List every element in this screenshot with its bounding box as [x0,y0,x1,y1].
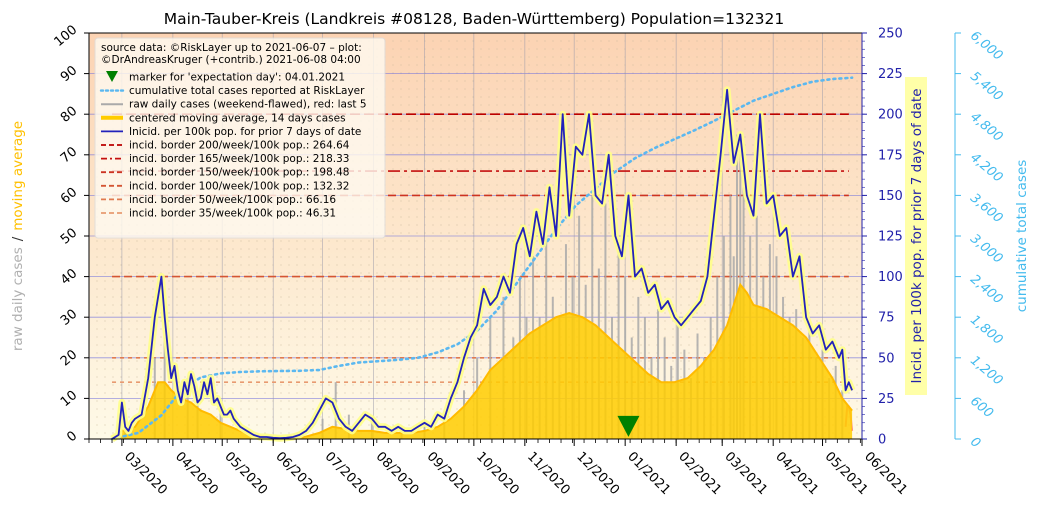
left-axis-label-raw: raw daily cases [10,247,26,351]
x-tick-label: 05/2020 [221,449,270,498]
legend: source data: ©RiskLayer up to 2021-06-07… [94,37,386,239]
x-tick-label: 11/2020 [524,449,573,498]
left-axis-label-ma: moving average [10,121,26,231]
x-tick-label: 03/2020 [121,449,170,498]
legend-entry-label: Inicid. per 100k pop. for prior 7 days o… [129,126,361,138]
right-tick-label: 25 [878,392,895,407]
left-tick-label: 50 [58,225,80,247]
right-tick-label: 250 [878,27,903,42]
left-tick-label: 40 [58,266,80,288]
far-right-tick-label: 1,800 [967,313,1005,348]
far-right-axis: 0 600 1,200 1,800 2,400 3,000 3,600 4,200 4,800 5… [954,28,1005,451]
x-tick-label: 10/2020 [473,449,522,498]
expectation-triangle [617,415,640,437]
svg-text:raw daily cases/moving average: raw daily cases / moving average [10,121,26,351]
expectation-marker [617,415,640,437]
incidence-line [110,86,856,442]
x-tick-label: 09/2020 [424,449,473,498]
far-right-tick-label: 5,400 [967,69,1005,104]
x-tick-label: 04/2021 [772,449,821,498]
legend-entry-label: incid. border 150/week/100k pop.: 198.48 [129,167,349,179]
legend-entry-label: incid. border 200/week/100k pop.: 264.64 [129,140,350,152]
left-tick-label: 30 [58,307,80,329]
left-axis: 0 10 20 30 40 50 60 70 80 90 100 [52,22,90,445]
right-axis: 0 25 50 75 100 125 150 175 200 225 250 [861,27,903,448]
left-axis-label-sep: / [10,236,26,241]
x-tick-label: 03/2021 [721,449,770,498]
legend-entry-label: cumulative total cases reported at RiskL… [129,85,365,97]
right-tick-label: 200 [878,108,903,123]
far-right-tick-label: 4,200 [967,150,1005,185]
legend-source-line1: source data: ©RiskLayer up to 2021-06-07… [101,42,362,54]
far-right-tick-label: 1,200 [967,353,1005,388]
legend-entry-label: incid. border 50/week/100k pop.: 66.16 [129,194,336,206]
far-right-tick-label: 3,600 [967,191,1005,226]
x-tick-label: 08/2020 [373,449,422,498]
left-tick-label: 90 [58,63,80,85]
left-tick-label: 10 [58,388,80,410]
legend-box [94,37,386,239]
legend-entry-label: incid. border 165/week/100k pop.: 218.33 [129,153,349,165]
right-tick-label: 125 [878,230,903,245]
far-right-tick-label: 3,000 [967,231,1005,266]
right-tick-label: 75 [878,311,895,326]
x-tick-label: 01/2021 [624,449,673,498]
left-tick-label: 70 [58,144,80,166]
left-axis-label: raw daily cases / moving average [10,121,26,351]
left-tick-label: 60 [58,185,80,207]
legend-entry-label: raw daily cases (weekend-flawed), red: l… [129,99,367,111]
far-right-tick-label: 2,400 [967,272,1005,307]
x-tick-label: 04/2020 [172,449,221,498]
right-axis-label: Incid. per 100k pop. for prior 7 days of… [909,88,925,383]
chart-title: Main-Tauber-Kreis (Landkreis #08128, Bad… [164,10,785,28]
legend-entry-label: centered moving average, 14 days cases [129,112,346,124]
right-tick-label: 50 [878,351,895,366]
left-tick-label: 0 [64,428,80,445]
x-tick-label: 07/2020 [322,449,371,498]
x-tick-label: 06/2021 [861,449,910,498]
right-tick-label: 175 [878,148,903,163]
far-right-axis-label: cumulative total cases [1014,160,1030,313]
right-axis-label-bg [905,77,927,395]
far-right-tick-label: 6,000 [967,28,1005,63]
far-right-tick-label: 4,800 [967,110,1005,145]
legend-swatch-marker [106,71,118,82]
incidence-path [111,88,853,440]
moving-average-area [111,282,853,440]
x-tick-label: 06/2020 [272,449,321,498]
moving-average-fill [112,284,853,439]
right-tick-label: 100 [878,270,903,285]
legend-entry-label: incid. border 100/week/100k pop.: 132.32 [129,180,349,192]
x-tick-label: 12/2020 [573,449,622,498]
right-tick-label: 225 [878,67,903,82]
moving-average-line [111,282,853,440]
left-tick-label: 80 [58,104,80,126]
far-right-tick-label: 600 [967,394,996,421]
right-tick-label: 0 [878,433,886,448]
legend-entry-label: marker for 'expectation day': 04.01.2021 [129,72,345,84]
far-right-tick-label: 0 [967,434,983,451]
legend-source-line2: ©DrAndreasKruger (+contrib.) 2021-06-08 … [101,54,361,66]
left-tick-label: 20 [58,347,80,369]
x-axis: 03/2020 04/2020 05/2020 06/2020 07/2020 08/20… [88,439,910,498]
legend-entry-label: incid. border 35/week/100k pop.: 46.31 [129,208,336,220]
right-tick-label: 150 [878,189,903,204]
x-tick-label: 02/2021 [675,449,724,498]
left-tick-label: 100 [52,22,81,49]
